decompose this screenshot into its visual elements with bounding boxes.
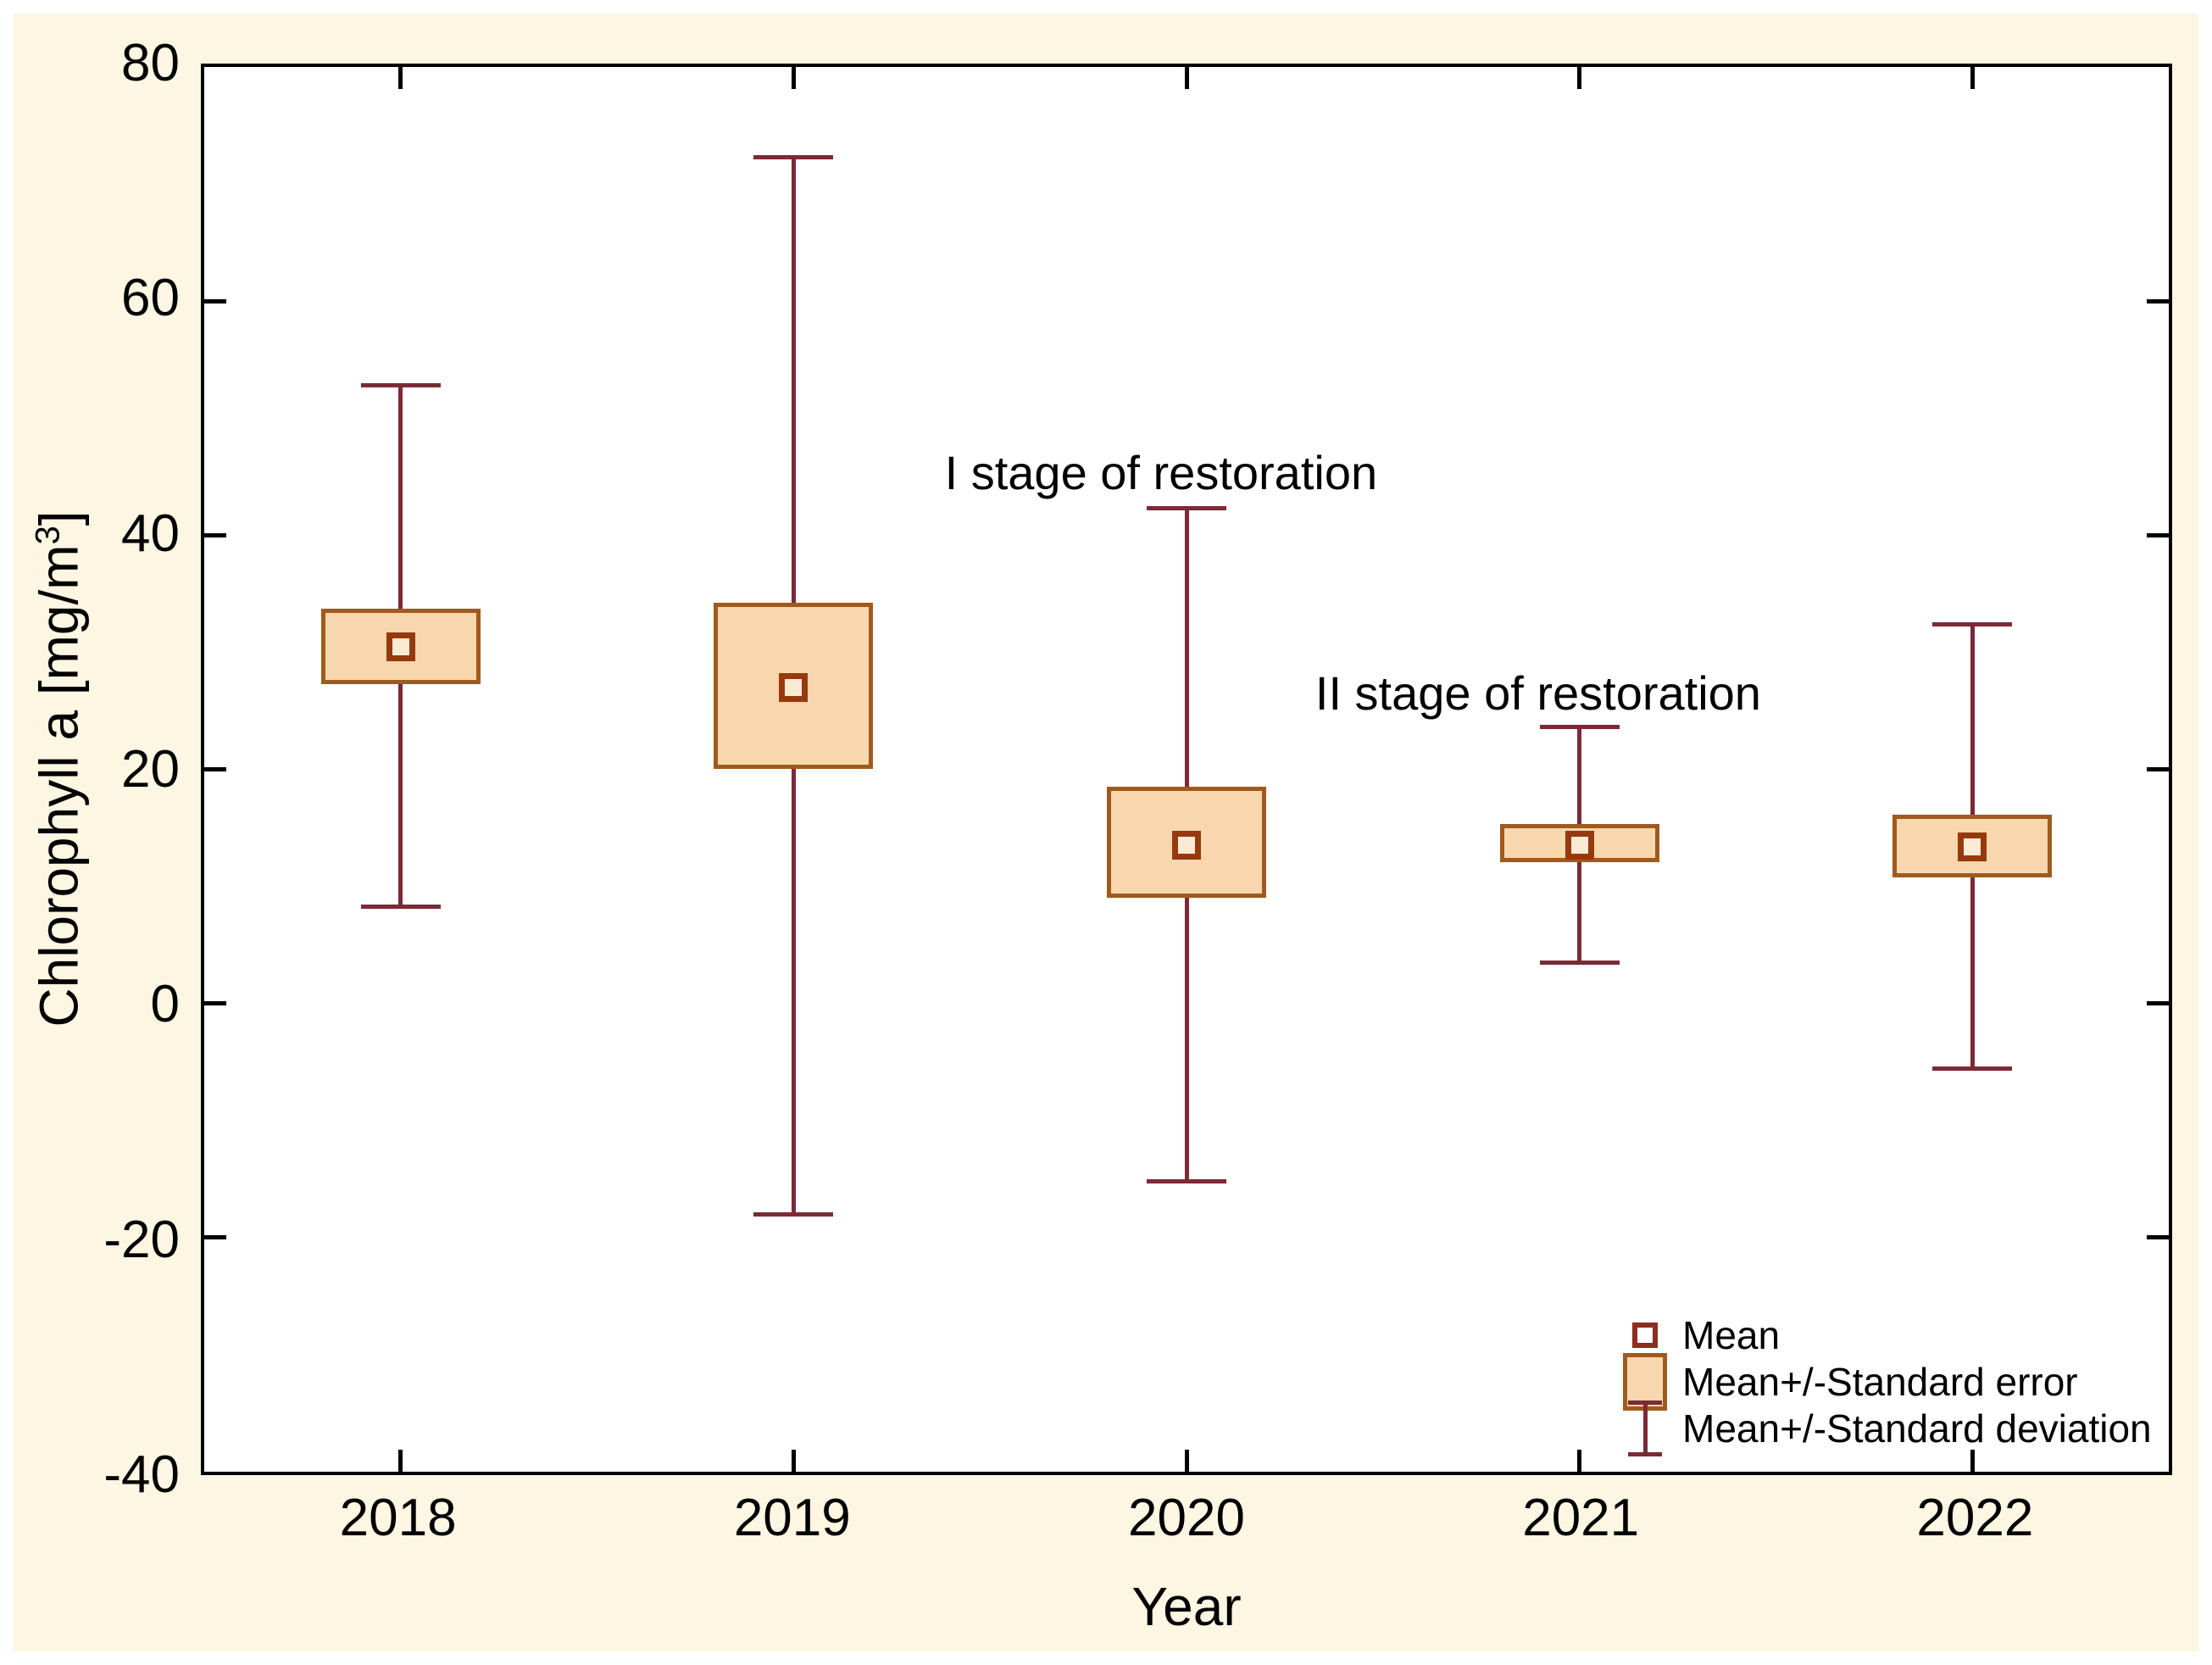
y-axis-tick-mark <box>204 1001 226 1006</box>
mean-marker-2018 <box>386 632 415 661</box>
se-box-2022 <box>1892 815 2053 877</box>
plot-area: Mean Mean+/-Standard error Mean+/-Standard… <box>201 64 2172 1475</box>
y-axis-tick-mark-right <box>2147 298 2169 303</box>
x-axis-tick-labels: 2018 2019 2020 2021 2022 <box>201 1492 2172 1551</box>
legend-row: Mean <box>1618 1311 2152 1358</box>
x-tick-label-2021: 2021 <box>1522 1489 1640 1547</box>
x-axis-tick-mark-top <box>1970 67 1975 89</box>
y-axis-tick-labels: 80 60 40 20 0 -20 -40 <box>0 37 180 1501</box>
x-axis-tick-mark-bottom <box>1970 1450 1975 1472</box>
mean-marker-2020 <box>1172 831 1201 860</box>
x-axis-tick-mark-top <box>398 67 403 89</box>
legend-label: Mean <box>1682 1312 1781 1357</box>
y-tick-label--40: -40 <box>103 1445 180 1504</box>
y-axis-tick-mark-right <box>2147 1235 2169 1240</box>
legend-label: Mean+/-Standard error <box>1682 1359 2078 1404</box>
y-tick-label-60: 60 <box>121 269 180 328</box>
y-tick-label--20: -20 <box>103 1210 180 1269</box>
y-axis-tick-mark-right <box>2147 767 2169 771</box>
sd-whisker-cap-top-2022 <box>1932 621 2013 626</box>
annotation-stage-2: II stage of restoration <box>1314 666 1761 721</box>
sd-whisker-legend-marker <box>1618 1400 1672 1456</box>
y-tick-label-40: 40 <box>121 504 180 563</box>
sd-whisker-cap-bottom-2018 <box>360 904 441 909</box>
y-axis-tick-mark-right <box>2147 532 2169 537</box>
x-axis-tick-mark-top <box>791 67 796 89</box>
y-axis-tick-mark <box>204 767 226 771</box>
y-axis-tick-mark <box>204 298 226 303</box>
mean-marker-2019 <box>779 672 809 702</box>
y-tick-label-20: 20 <box>121 739 180 799</box>
x-axis-tick-mark-top <box>1184 67 1189 89</box>
annotation-stage-1: I stage of restoration <box>944 445 1378 499</box>
sd-whisker-cap-top-2021 <box>1539 725 1620 730</box>
x-tick-label-2018: 2018 <box>339 1489 457 1547</box>
legend-row: Mean+/-Standard deviation <box>1618 1400 2152 1456</box>
y-tick-label-80: 80 <box>121 34 180 92</box>
mean-marker-2022 <box>1958 832 1987 861</box>
x-axis-tick-mark-bottom <box>398 1450 403 1472</box>
se-box-2020 <box>1107 787 1266 899</box>
x-tick-label-2020: 2020 <box>1128 1489 1245 1547</box>
y-axis-tick-mark <box>204 1235 226 1240</box>
x-axis-tick-mark-bottom <box>791 1450 796 1472</box>
mean-marker-2021 <box>1565 831 1594 860</box>
sd-whisker-cap-top-2020 <box>1147 506 1226 511</box>
sd-whisker-cap-bottom-2019 <box>753 1211 834 1217</box>
legend-row: Mean+/-Standard error <box>1618 1352 2152 1411</box>
legend-label: Mean+/-Standard deviation <box>1682 1406 2152 1451</box>
mean-square-legend-marker <box>1618 1322 1672 1348</box>
sd-whisker-cap-bottom-2022 <box>1932 1066 2013 1072</box>
x-tick-label-2022: 2022 <box>1916 1489 2034 1547</box>
sd-whisker-cap-bottom-2020 <box>1147 1179 1226 1184</box>
sd-whisker-cap-top-2019 <box>753 154 834 159</box>
x-axis-tick-mark-bottom <box>1577 1450 1582 1472</box>
y-tick-label-0: 0 <box>150 974 180 1033</box>
x-axis-tick-mark-top <box>1577 67 1582 89</box>
x-tick-label-2019: 2019 <box>733 1489 851 1547</box>
y-axis-tick-mark <box>204 532 226 537</box>
x-axis-title: Year <box>1131 1576 1242 1637</box>
y-axis-tick-mark-right <box>2147 1001 2169 1006</box>
x-axis-tick-mark-bottom <box>1184 1450 1189 1472</box>
sd-whisker-cap-top-2018 <box>360 383 441 388</box>
sd-whisker-cap-bottom-2021 <box>1539 960 1620 965</box>
legend: Mean Mean+/-Standard error Mean+/-Standard… <box>1618 1311 2152 1456</box>
